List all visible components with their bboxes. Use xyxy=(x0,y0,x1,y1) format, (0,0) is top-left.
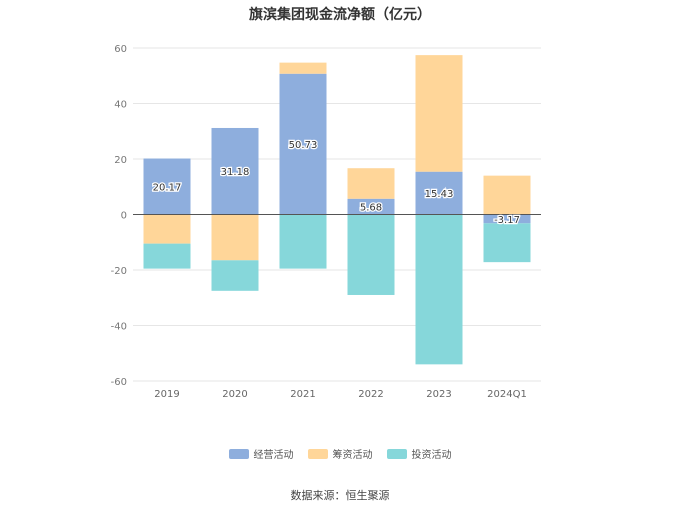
data-labels: 20.17 31.18 50.73 5.68 15.43 -3.17 xyxy=(151,139,521,227)
y-tick-label: 0 xyxy=(121,211,127,222)
legend-swatch xyxy=(386,448,407,459)
bar-筹资活动-2023 xyxy=(415,55,463,172)
legend-item[interactable]: 经营活动 xyxy=(228,446,294,461)
bar-经营活动-2023 xyxy=(415,171,463,215)
x-tick-label: 2023 xyxy=(426,389,451,400)
data-label: 20.17 xyxy=(153,183,182,194)
bar-投资活动-2021 xyxy=(279,214,327,269)
x-tick-label: 2019 xyxy=(154,389,179,400)
y-tick-label: 20 xyxy=(114,155,127,166)
bar-经营活动-2019 xyxy=(143,158,191,215)
bar-筹资活动-2021 xyxy=(279,62,327,74)
bars xyxy=(143,55,531,365)
bar-投资活动-2024Q1 xyxy=(483,223,531,263)
data-label: -3.17 xyxy=(494,215,520,226)
chart-title: 旗滨集团现金流净额（亿元） xyxy=(249,7,431,23)
bar-筹资活动-2024Q1 xyxy=(483,175,531,215)
legend-label: 投资活动 xyxy=(411,450,452,461)
bar-投资活动-2019 xyxy=(143,243,191,269)
data-label: 50.73 xyxy=(289,140,318,151)
legend-item[interactable]: 投资活动 xyxy=(386,446,452,461)
axis-labels: -60 -40 -20 0 20 40 60 2019 2020 2021 2022 2023 2024… xyxy=(111,44,527,400)
x-tick-label: 2022 xyxy=(358,389,383,400)
legend: 经营活动 筹资活动 投资活动 xyxy=(0,446,680,461)
data-label: 15.43 xyxy=(425,189,454,200)
y-tick-label: -60 xyxy=(111,377,127,388)
source-note: 数据来源：恒生聚源 xyxy=(290,489,390,502)
bar-经营活动-2021 xyxy=(279,73,327,215)
y-tick-label: 40 xyxy=(114,100,127,111)
chart-plot: 20.17 31.18 50.73 5.68 15.43 -3.17 -60 -40 -20 0… xyxy=(111,44,541,400)
legend-swatch xyxy=(228,448,249,459)
x-tick-label: 2021 xyxy=(290,389,315,400)
bar-投资活动-2023 xyxy=(415,214,463,365)
legend-item[interactable]: 筹资活动 xyxy=(307,446,373,461)
bar-筹资活动-2019 xyxy=(143,214,191,244)
y-tick-label: -40 xyxy=(111,322,127,333)
x-tick-label: 2020 xyxy=(222,389,247,400)
bar-筹资活动-2020 xyxy=(211,214,259,261)
data-label: 5.68 xyxy=(360,203,382,214)
bar-投资活动-2022 xyxy=(347,214,395,295)
y-tick-label: -20 xyxy=(111,266,127,277)
bar-经营活动-2022 xyxy=(347,198,395,215)
bar-筹资活动-2022 xyxy=(347,168,395,199)
y-tick-label: 60 xyxy=(114,44,127,55)
legend-swatch xyxy=(307,448,328,459)
x-tick-label: 2024Q1 xyxy=(487,389,527,400)
legend-label: 经营活动 xyxy=(253,450,294,461)
bar-经营活动-2024Q1 xyxy=(483,214,531,224)
bar-投资活动-2020 xyxy=(211,260,259,291)
grid-lines xyxy=(133,47,541,382)
data-label: 31.18 xyxy=(221,167,250,178)
bar-经营活动-2020 xyxy=(211,127,259,215)
legend-label: 筹资活动 xyxy=(332,450,373,461)
